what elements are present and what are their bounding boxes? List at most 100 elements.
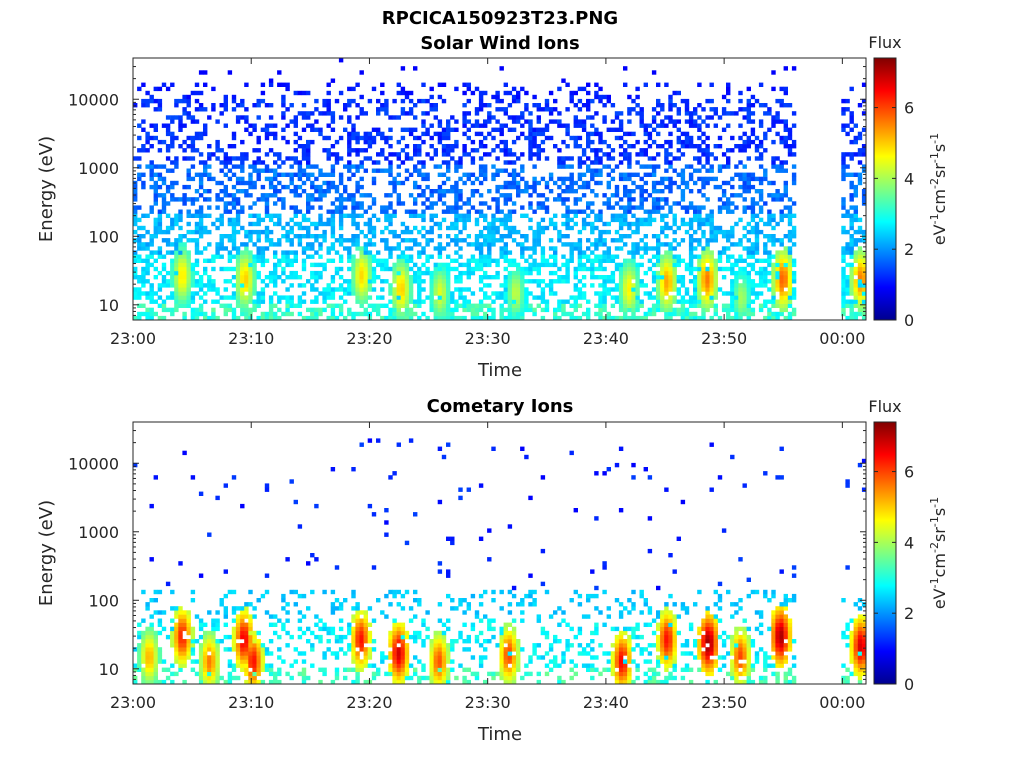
spectrogram-cell xyxy=(462,91,466,95)
spectrogram-cell xyxy=(170,136,174,140)
spectrogram-cell xyxy=(269,193,273,197)
spectrogram-cell xyxy=(574,308,578,312)
spectrogram-cell xyxy=(668,263,672,267)
spectrogram-cell xyxy=(491,300,495,304)
spectrogram-cell xyxy=(619,218,623,222)
spectrogram-cell xyxy=(166,242,170,246)
spectrogram-cell xyxy=(232,193,236,197)
spectrogram-cell xyxy=(578,210,582,214)
spectrogram-cell xyxy=(236,643,240,647)
spectrogram-cell xyxy=(681,275,685,279)
spectrogram-cell xyxy=(372,255,376,259)
spectrogram-cell xyxy=(417,230,421,234)
spectrogram-cell xyxy=(137,643,141,647)
x-tick-label: 23:20 xyxy=(346,329,392,348)
spectrogram-cell xyxy=(759,164,763,168)
spectrogram-cell xyxy=(228,193,232,197)
spectrogram-cell xyxy=(392,275,396,279)
spectrogram-cell xyxy=(421,111,425,115)
spectrogram-cell xyxy=(495,189,499,193)
spectrogram-cell xyxy=(401,107,405,111)
spectrogram-cell xyxy=(602,164,606,168)
spectrogram-cell xyxy=(331,230,335,234)
spectrogram-cell xyxy=(417,148,421,152)
spectrogram-cell xyxy=(405,210,409,214)
spectrogram-cell xyxy=(137,275,141,279)
spectrogram-cell xyxy=(182,614,186,618)
spectrogram-cell xyxy=(792,226,796,230)
spectrogram-cell xyxy=(368,140,372,144)
spectrogram-cell xyxy=(434,263,438,267)
spectrogram-cell xyxy=(615,295,619,299)
spectrogram-cell xyxy=(339,308,343,312)
spectrogram-cell xyxy=(685,164,689,168)
spectrogram-cell xyxy=(660,124,664,128)
spectrogram-cell xyxy=(743,300,747,304)
spectrogram-cell xyxy=(557,185,561,189)
spectrogram-cell xyxy=(570,246,574,250)
spectrogram-cell xyxy=(351,87,355,91)
spectrogram-cell xyxy=(590,173,594,177)
spectrogram-cell xyxy=(368,279,372,283)
spectrogram-cell xyxy=(220,181,224,185)
spectrogram-cell xyxy=(397,275,401,279)
spectrogram-cell xyxy=(475,218,479,222)
spectrogram-cell xyxy=(677,226,681,230)
spectrogram-cell xyxy=(545,124,549,128)
spectrogram-cell xyxy=(565,259,569,263)
spectrogram-cell xyxy=(627,164,631,168)
spectrogram-cell xyxy=(541,218,545,222)
spectrogram-cell xyxy=(434,312,438,316)
spectrogram-cell xyxy=(339,177,343,181)
spectrogram-cell xyxy=(203,659,207,663)
spectrogram-cell xyxy=(512,201,516,205)
spectrogram-cell xyxy=(648,214,652,218)
spectrogram-cell xyxy=(158,631,162,635)
spectrogram-cell xyxy=(454,222,458,226)
spectrogram-cell xyxy=(137,177,141,181)
spectrogram-cell xyxy=(397,234,401,238)
spectrogram-cell xyxy=(335,185,339,189)
spectrogram-cell xyxy=(442,128,446,132)
spectrogram-cell xyxy=(640,107,644,111)
spectrogram-cell xyxy=(701,267,705,271)
spectrogram-cell xyxy=(763,234,767,238)
spectrogram-cell xyxy=(631,287,635,291)
spectrogram-cell xyxy=(438,308,442,312)
spectrogram-cell xyxy=(162,177,166,181)
spectrogram-cell xyxy=(516,193,520,197)
spectrogram-cell xyxy=(471,259,475,263)
spectrogram-cell xyxy=(751,226,755,230)
spectrogram-cell xyxy=(154,201,158,205)
colorbar-tick-label: 0 xyxy=(904,311,914,330)
spectrogram-cell xyxy=(693,107,697,111)
spectrogram-cell xyxy=(619,177,623,181)
spectrogram-cell xyxy=(220,148,224,152)
spectrogram-cell xyxy=(858,295,862,299)
spectrogram-cell xyxy=(504,152,508,156)
spectrogram-cell xyxy=(154,234,158,238)
spectrogram-cell xyxy=(327,156,331,160)
spectrogram-cell xyxy=(211,647,215,651)
spectrogram-cell xyxy=(413,164,417,168)
spectrogram-cell xyxy=(244,300,248,304)
spectrogram-cell xyxy=(438,226,442,230)
spectrogram-cell xyxy=(191,631,195,635)
spectrogram-cell xyxy=(677,259,681,263)
spectrogram-cell xyxy=(174,279,178,283)
spectrogram-cell xyxy=(697,160,701,164)
spectrogram-cell xyxy=(182,185,186,189)
spectrogram-cell xyxy=(767,255,771,259)
spectrogram-cell xyxy=(290,242,294,246)
spectrogram-cell xyxy=(409,156,413,160)
spectrogram-cell xyxy=(495,99,499,103)
spectrogram-cell xyxy=(335,152,339,156)
spectrogram-cell xyxy=(784,185,788,189)
spectrogram-cell xyxy=(652,173,656,177)
spectrogram-cell xyxy=(405,144,409,148)
spectrogram-cell xyxy=(409,275,413,279)
spectrogram-cell xyxy=(693,169,697,173)
spectrogram-cell xyxy=(710,152,714,156)
spectrogram-cell xyxy=(479,140,483,144)
spectrogram-cell xyxy=(187,222,191,226)
